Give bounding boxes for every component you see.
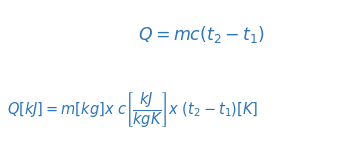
Text: $\mathit{Q = mc(t_2 - t_1)}$: $\mathit{Q = mc(t_2 - t_1)}$ [138,24,265,45]
Text: $\mathit{Q[kJ] = m[kg]x\ c}\left[\dfrac{\mathit{kJ}}{\mathit{kgK}}\right]\mathit: $\mathit{Q[kJ] = m[kg]x\ c}\left[\dfrac{… [7,90,259,129]
